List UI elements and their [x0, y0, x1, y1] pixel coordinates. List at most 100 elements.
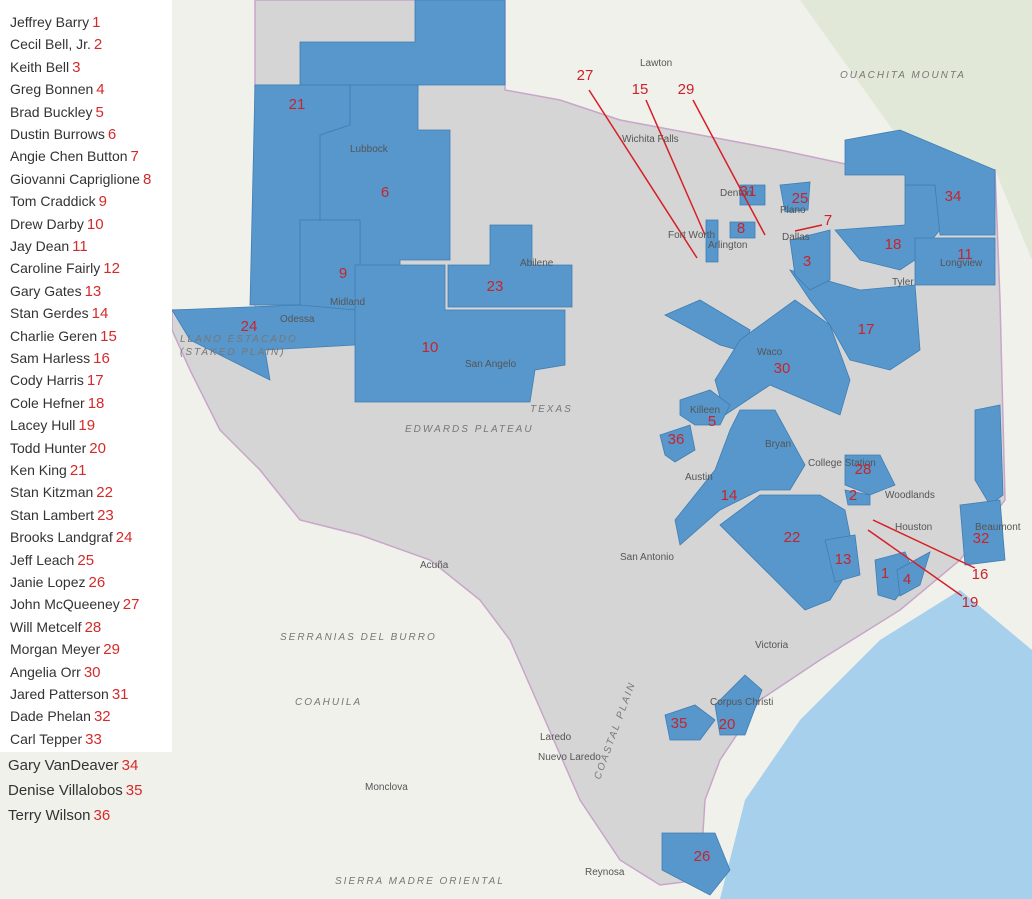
- district-number: 33: [85, 730, 102, 748]
- legend-item: Gary Gates 13: [10, 283, 101, 300]
- representative-name: Sam Harless: [10, 350, 91, 366]
- district-label: 11: [957, 246, 973, 263]
- representative-name: Janie Lopez: [10, 574, 86, 590]
- legend-item: Greg Bonnen 4: [10, 81, 105, 98]
- district-number: 21: [69, 462, 87, 479]
- district-label: 21: [289, 96, 306, 113]
- place-label: Victoria: [755, 640, 789, 651]
- district-label: 23: [487, 278, 504, 295]
- district-label: 34: [945, 188, 962, 205]
- place-label: Lubbock: [350, 144, 389, 155]
- representative-name: Brooks Landgraf: [10, 529, 113, 546]
- district-label: 3: [803, 253, 811, 270]
- place-label: San Angelo: [465, 359, 517, 370]
- place-label: Reynosa: [585, 867, 625, 878]
- legend-item: Stan Lambert 23: [10, 507, 114, 524]
- district-number: 15: [100, 327, 117, 345]
- district-label: 28: [855, 461, 872, 478]
- district-label: 5: [708, 413, 716, 430]
- legend-item: Dustin Burrows 6: [10, 126, 116, 143]
- place-label: Denton: [720, 188, 752, 199]
- district-number: 11: [72, 238, 88, 255]
- representative-name: Cecil Bell, Jr.: [10, 36, 91, 53]
- place-label: Lawton: [640, 58, 672, 69]
- legend-item: Tom Craddick 9: [10, 193, 107, 210]
- district-label: 35: [671, 715, 688, 732]
- place-label: Abilene: [520, 258, 554, 269]
- legend-item: Ken King 21: [10, 462, 87, 479]
- legend-item: Brad Buckley 5: [10, 104, 104, 121]
- district-number: 10: [86, 215, 104, 233]
- legend-item: Jeffrey Barry 1: [10, 14, 100, 31]
- place-label: Acuña: [420, 560, 449, 571]
- place-label: Midland: [330, 297, 365, 308]
- place-label: Austin: [685, 472, 713, 483]
- district-label: 16: [972, 566, 989, 583]
- district-number: 23: [97, 506, 114, 524]
- representative-name: Brad Buckley: [10, 103, 93, 120]
- representative-name: Terry Wilson: [8, 807, 91, 824]
- district-number: 25: [77, 551, 95, 569]
- representative-name: Keith Bell: [10, 58, 70, 75]
- districts: [171, 0, 1006, 896]
- district-number: 26: [88, 574, 106, 591]
- place-label: Bryan: [765, 439, 791, 450]
- district-label: 32: [973, 530, 990, 547]
- district-label: 29: [678, 81, 695, 98]
- district-label: 31: [740, 183, 757, 200]
- district-number: 36: [93, 807, 111, 824]
- legend-item: Todd Hunter 20: [10, 440, 106, 457]
- place-label: EDWARDS PLATEAU: [405, 424, 534, 435]
- district-label: 13: [835, 551, 852, 568]
- district-label: 7: [824, 212, 832, 229]
- place-label: Dallas: [782, 232, 810, 243]
- place-label: College Station: [808, 458, 876, 469]
- district-number: 6: [107, 126, 117, 143]
- representative-name: Jared Patterson: [10, 686, 109, 702]
- district-number: 20: [89, 439, 106, 457]
- representative-name: Todd Hunter: [10, 439, 87, 456]
- district-number: 22: [96, 484, 113, 502]
- legend-item: Caroline Fairly 12: [10, 260, 120, 277]
- district-label: 9: [339, 265, 347, 282]
- legend-panel: [0, 0, 172, 752]
- place-label: Fort Worth: [668, 230, 715, 241]
- legend-item: Morgan Meyer 29: [10, 641, 120, 658]
- legend-item: Cole Hefner 18: [10, 395, 104, 412]
- district-label: 18: [885, 236, 902, 253]
- district-number: 18: [87, 394, 105, 412]
- place-label: Beaumont: [975, 522, 1021, 533]
- place-label: Woodlands: [885, 490, 935, 501]
- legend-item: Janie Lopez 26: [10, 574, 105, 591]
- district-label: 4: [903, 571, 911, 588]
- district-label: 27: [577, 67, 594, 84]
- place-label: Waco: [757, 347, 783, 358]
- representative-name: Cole Hefner: [10, 394, 85, 411]
- district-number: 32: [93, 708, 111, 726]
- oklahoma-terrain: [800, 0, 1032, 260]
- district-label: 10: [422, 339, 439, 356]
- representative-name: Angie Chen Button: [10, 148, 128, 165]
- place-label: Laredo: [540, 732, 572, 743]
- representative-name: Lacey Hull: [10, 417, 76, 434]
- district-label: 2: [849, 487, 857, 504]
- district-number: 5: [95, 103, 104, 121]
- place-label: Wichita Falls: [622, 134, 679, 145]
- legend-item: Stan Gerdes 14: [10, 305, 108, 322]
- representative-name: Cody Harris: [10, 372, 84, 389]
- legend-item: Cody Harris 17: [10, 372, 104, 389]
- district-label: 6: [381, 184, 389, 201]
- legend-item: John McQueeney 27: [10, 596, 139, 613]
- district-number: 27: [122, 596, 140, 614]
- representative-name: Gary Gates: [10, 282, 82, 299]
- legend-item: Lacey Hull 19: [10, 417, 95, 434]
- callout-lines: [588, 89, 976, 597]
- district-number: 30: [83, 663, 101, 681]
- district-number: 1: [92, 14, 101, 31]
- representative-name: Denise Villalobos: [8, 782, 123, 799]
- place-label: (STAKED PLAIN): [180, 347, 286, 358]
- legend-item: Cecil Bell, Jr. 2: [10, 36, 102, 53]
- legend-item: Will Metcelf 28: [10, 619, 101, 636]
- district-number: 13: [84, 282, 102, 300]
